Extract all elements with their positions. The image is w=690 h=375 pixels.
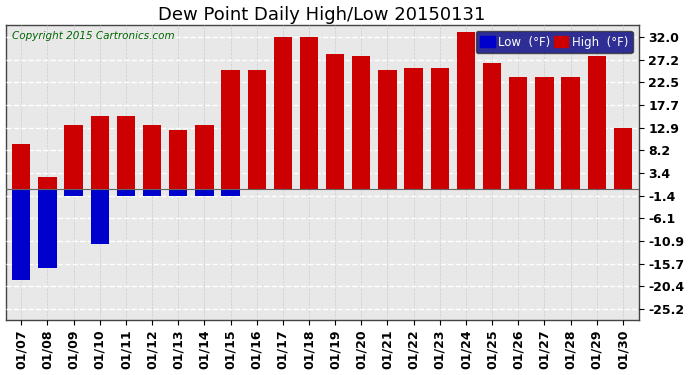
Bar [613, 177, 632, 189]
Bar [457, 32, 475, 189]
Bar [431, 68, 449, 189]
Bar [195, 125, 213, 189]
Bar [588, 56, 606, 189]
Bar [378, 128, 397, 189]
Bar [535, 78, 553, 189]
Bar [248, 70, 266, 189]
Bar [300, 78, 318, 189]
Bar [457, 68, 475, 189]
Bar [613, 128, 632, 189]
Bar [300, 37, 318, 189]
Bar [221, 70, 239, 189]
Bar [38, 189, 57, 268]
Bar [274, 68, 292, 189]
Bar [378, 70, 397, 189]
Legend: Low  (°F), High  (°F): Low (°F), High (°F) [475, 31, 633, 54]
Bar [483, 96, 501, 189]
Bar [352, 128, 371, 189]
Text: Copyright 2015 Cartronics.com: Copyright 2015 Cartronics.com [12, 31, 175, 41]
Bar [404, 96, 423, 189]
Bar [352, 56, 371, 189]
Bar [248, 128, 266, 189]
Bar [64, 189, 83, 196]
Bar [562, 139, 580, 189]
Bar [169, 189, 188, 196]
Bar [509, 139, 527, 189]
Bar [404, 68, 423, 189]
Bar [562, 78, 580, 189]
Title: Dew Point Daily High/Low 20150131: Dew Point Daily High/Low 20150131 [159, 6, 486, 24]
Bar [326, 68, 344, 189]
Bar [588, 150, 606, 189]
Bar [169, 130, 188, 189]
Bar [64, 125, 83, 189]
Bar [535, 139, 553, 189]
Bar [274, 37, 292, 189]
Bar [38, 177, 57, 189]
Bar [221, 189, 239, 196]
Bar [12, 144, 30, 189]
Bar [195, 189, 213, 196]
Bar [117, 116, 135, 189]
Bar [90, 116, 109, 189]
Bar [326, 54, 344, 189]
Bar [117, 189, 135, 196]
Bar [143, 125, 161, 189]
Bar [509, 78, 527, 189]
Bar [90, 189, 109, 244]
Bar [431, 96, 449, 189]
Bar [12, 189, 30, 280]
Bar [143, 189, 161, 196]
Bar [483, 63, 501, 189]
